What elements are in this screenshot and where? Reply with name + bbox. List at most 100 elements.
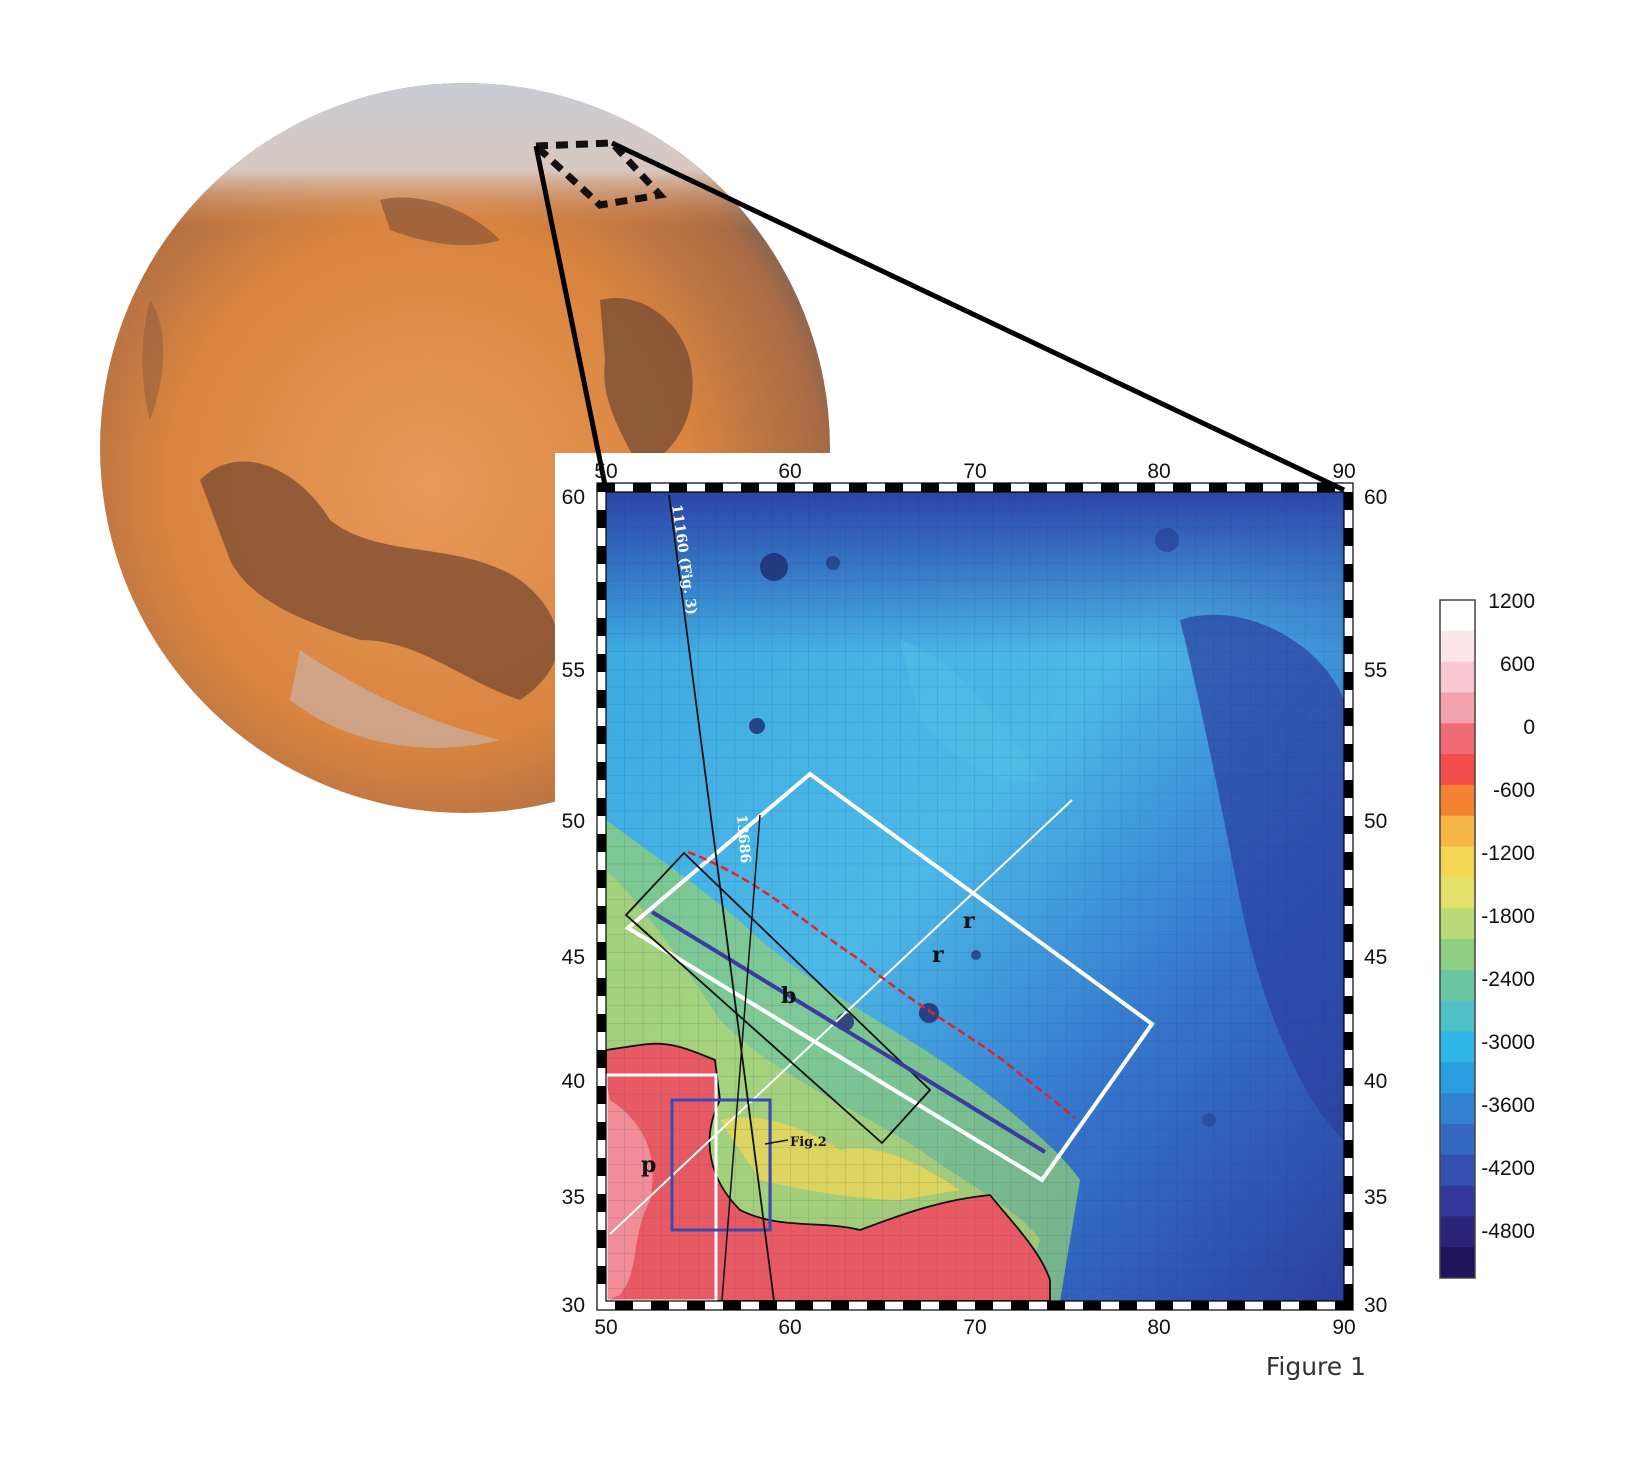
frame-segment <box>885 483 903 492</box>
profile-line-blue <box>650 910 1047 1154</box>
tick-lat-left: 35 <box>562 1186 585 1209</box>
frame-segment <box>831 483 849 492</box>
frame-segment <box>597 654 606 672</box>
tick-lat-left: 30 <box>562 1294 585 1317</box>
tick-lon-bottom: 60 <box>778 1316 801 1339</box>
colorbar-swatch <box>1440 1154 1475 1187</box>
zoom-line-left <box>533 145 609 491</box>
frame-segment <box>1191 1301 1209 1310</box>
frame-segment <box>597 636 606 654</box>
frame-segment <box>1344 1158 1353 1176</box>
frame-segment <box>1101 483 1119 492</box>
frame-segment <box>651 483 669 492</box>
frame-segment <box>597 582 606 600</box>
frame-segment <box>1344 636 1353 654</box>
frame-segment <box>1344 546 1353 564</box>
fig2-box <box>670 1098 772 1232</box>
frame-segment <box>1101 1301 1119 1310</box>
context-box-black <box>624 851 932 1145</box>
frame-segment <box>1344 1194 1353 1212</box>
colorbar-label: -3600 <box>1481 1094 1535 1117</box>
frame-segment <box>1173 483 1191 492</box>
frame-segment <box>1344 798 1353 816</box>
frame-segment <box>597 1068 606 1086</box>
frame-segment <box>1344 672 1353 690</box>
boundary-line-red <box>687 850 1076 1119</box>
colorbar-label: -2400 <box>1481 968 1535 991</box>
frame-segment <box>597 690 606 708</box>
frame-segment <box>1299 1301 1317 1310</box>
frame-segment <box>975 1301 993 1310</box>
frame-segment <box>615 483 633 492</box>
frame-segment <box>1344 996 1353 1014</box>
frame-segment <box>1344 1032 1353 1050</box>
frame-segment <box>939 1301 957 1310</box>
frame-segment <box>849 483 867 492</box>
tick-labels-lat-right: 60 55 50 45 40 35 30 <box>1364 486 1387 1317</box>
colorbar-swatch <box>1440 692 1475 724</box>
label-b: b <box>781 983 796 1009</box>
colorbar-label: -600 <box>1493 779 1535 802</box>
frame-segment <box>597 1266 606 1284</box>
frame-segment <box>1245 1301 1263 1310</box>
tick-lon-bottom: 80 <box>1147 1316 1170 1339</box>
inset-outline <box>527 139 667 209</box>
frame-segment <box>597 528 606 546</box>
frame-segment <box>597 510 606 528</box>
tick-lat-right: 45 <box>1364 946 1387 969</box>
frame-segment <box>1344 1212 1353 1230</box>
frame-inner-edge <box>605 491 1345 1302</box>
colorbar-swatch <box>1440 908 1475 940</box>
frame-segment <box>597 1086 606 1104</box>
tick-lat-right: 40 <box>1364 1070 1387 1093</box>
crater <box>1202 1113 1216 1127</box>
frame-segment <box>597 834 606 852</box>
frame-segment <box>597 744 606 762</box>
tick-lat-right: 60 <box>1364 486 1387 509</box>
colorbar-label: 1200 <box>1488 590 1535 613</box>
tick-labels-lon-bottom: 50 60 70 80 90 <box>594 1316 1355 1339</box>
frame-segment <box>615 1301 633 1310</box>
frame-segment <box>813 1301 831 1310</box>
frame-segment <box>1245 483 1263 492</box>
frame-segment <box>597 762 606 780</box>
colorbar-label: -3000 <box>1481 1031 1535 1054</box>
colorbar-swatch <box>1440 846 1475 878</box>
frame-segment <box>1119 1301 1137 1310</box>
frame-segment <box>795 483 813 492</box>
frame-segment <box>831 1301 849 1310</box>
frame-segment <box>597 996 606 1014</box>
frame-segment <box>1344 1014 1353 1032</box>
frame-segment <box>1344 1104 1353 1122</box>
frame-segment <box>1317 483 1335 492</box>
colorbar-swatch <box>1440 1062 1475 1094</box>
colorbar-swatch <box>1440 969 1475 1002</box>
frame-segment <box>597 1158 606 1176</box>
frame-segment <box>1029 483 1047 492</box>
frame-segment <box>597 1284 606 1301</box>
frame-segment <box>921 483 939 492</box>
tick-lon-top: 90 <box>1332 460 1355 483</box>
frame-segment <box>687 1301 705 1310</box>
frame-segment <box>669 1301 687 1310</box>
colorbar-swatch <box>1440 1247 1475 1279</box>
frame-segment <box>597 960 606 978</box>
label-fig2: Fig.2 <box>790 1135 827 1150</box>
frame-segment <box>1029 1301 1047 1310</box>
frame-segment <box>597 618 606 636</box>
orbit-track-11160 <box>668 494 775 1302</box>
tick-lat-left: 60 <box>562 486 585 509</box>
frame-segment <box>1344 762 1353 780</box>
frame-segment <box>1065 1301 1083 1310</box>
frame-segment <box>1083 1301 1101 1310</box>
frame-segment <box>597 816 606 834</box>
frame-segment <box>597 978 606 996</box>
map-frame <box>597 483 1353 1310</box>
frame-segment <box>1344 888 1353 906</box>
frame-segment <box>1155 483 1173 492</box>
colorbar-swatch <box>1440 1000 1475 1032</box>
frame-segment <box>1011 483 1029 492</box>
colorbar-swatches <box>1440 600 1475 1279</box>
frame-segment <box>1344 492 1353 510</box>
frame-segment <box>1281 1301 1299 1310</box>
